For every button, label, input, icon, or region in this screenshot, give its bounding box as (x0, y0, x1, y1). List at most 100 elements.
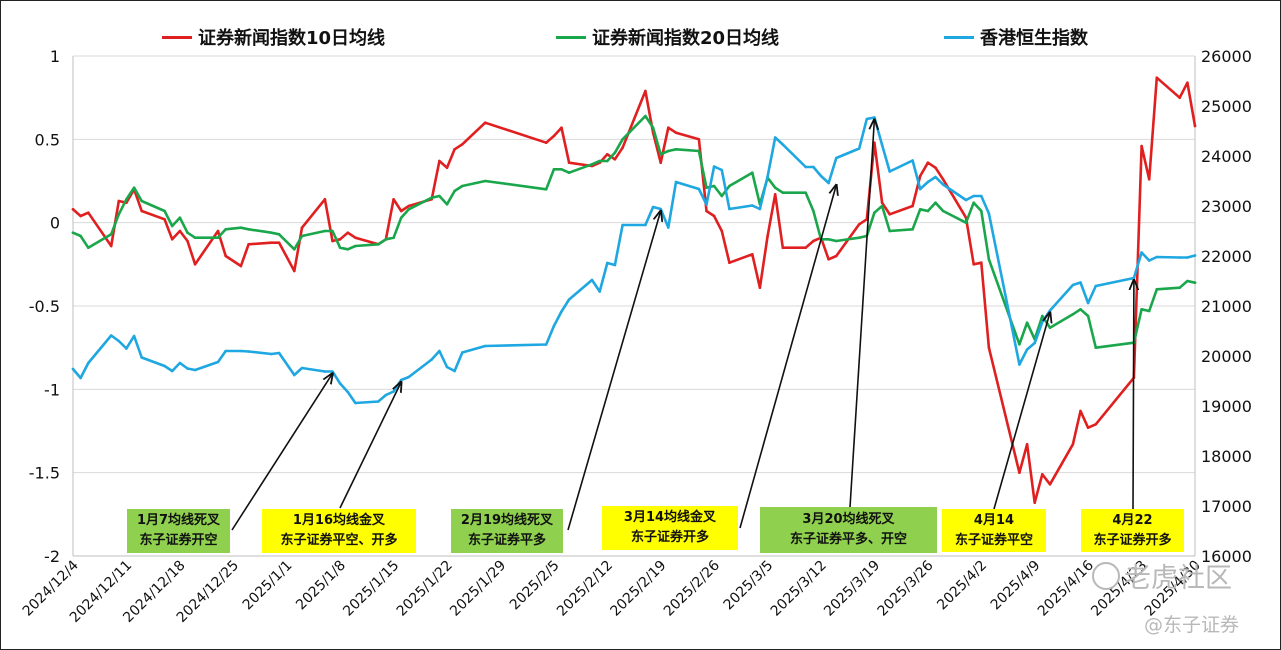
annotation-line2: 东子证券开多 (1093, 532, 1172, 548)
series-1-point (445, 203, 449, 206)
series-2-point (438, 349, 441, 353)
series-2-point (1094, 284, 1098, 288)
series-0-point (331, 239, 334, 243)
series-1-point (926, 209, 930, 213)
series-2-point (812, 165, 815, 169)
series-0-point (720, 229, 724, 233)
series-0-point (857, 223, 861, 226)
series-2-point (544, 343, 548, 346)
series-2-point (918, 187, 922, 191)
series-1-point (186, 231, 189, 234)
series-1-point (918, 208, 922, 211)
series-2-point (911, 159, 914, 162)
series-0-point (193, 263, 197, 266)
series-2-point (461, 351, 464, 354)
series-1-point (170, 224, 174, 228)
series-2-point (590, 278, 594, 282)
series-0-point (674, 131, 678, 134)
series-0-point (109, 244, 113, 248)
annotation-box: 2月19均线死叉 东子证券平多 (451, 509, 563, 553)
series-1-point (712, 184, 716, 188)
series-0-point (1086, 426, 1090, 430)
series-0-point (758, 286, 762, 290)
annotation-arrow (231, 374, 333, 531)
series-0-point (1094, 423, 1098, 426)
series-0-point (781, 246, 785, 249)
y-left-tick-label: 0.5 (35, 130, 60, 149)
tiger-logo-icon (1092, 562, 1120, 590)
series-0-point (216, 229, 220, 233)
series-0-point (812, 239, 815, 243)
series-2-point (1155, 255, 1159, 259)
series-1-point (346, 248, 350, 251)
x-tick-label: 2025/2/5 (507, 558, 563, 614)
series-0-point (1018, 471, 1021, 475)
x-tick-label: 2025/3/26 (875, 557, 937, 619)
series-2-point (613, 263, 617, 267)
annotation-line1: 4月14 (973, 512, 1015, 528)
series-2-point (857, 147, 861, 150)
x-tick-label: 2025/4/2 (934, 558, 990, 614)
series-2-point (1048, 309, 1052, 312)
annotation-box: 3月14均线金叉 东子证券开多 (602, 506, 738, 550)
series-1-point (980, 209, 983, 213)
series-0-point (1025, 443, 1029, 446)
series-0-point (300, 226, 304, 229)
x-tick-label: 2025/2/26 (661, 557, 723, 619)
series-2-point (331, 370, 334, 373)
x-tick-label: 2025/1/22 (394, 558, 456, 620)
series-1-point (87, 246, 90, 249)
series-2-point (667, 226, 670, 229)
x-tick-label: 2025/1/29 (447, 558, 509, 620)
series-2-point (239, 349, 243, 353)
x-tick-label: 2025/2/19 (607, 558, 669, 620)
series-0-point (270, 241, 273, 244)
annotation-arrow (849, 120, 874, 508)
series-0-point (117, 199, 121, 203)
y-left-tick-label: 1 (50, 47, 60, 66)
annotation-arrow (993, 313, 1050, 510)
y-left-tick-label: -1.5 (29, 464, 60, 483)
legend-item-ma10: 证券新闻指数10日均线 (162, 24, 385, 50)
series-0-point (621, 146, 624, 149)
series-2-point (835, 156, 838, 160)
series-1-point (453, 189, 456, 193)
series-0-point (1079, 409, 1082, 413)
series-line-0 (71, 76, 1197, 505)
series-1-point (461, 184, 464, 188)
series-2-point (453, 369, 456, 373)
series-1-point (277, 233, 281, 236)
series-1-point (590, 163, 594, 166)
series-0-point (186, 239, 189, 243)
series-0-point (1071, 443, 1075, 446)
series-0-point (1041, 473, 1044, 476)
series-2-point (79, 376, 82, 380)
annotation-line2: 东子证券开多 (630, 530, 709, 545)
series-1-point (79, 234, 82, 238)
series-2-point (873, 116, 876, 119)
series-1-point (941, 209, 945, 213)
series-1-point (934, 201, 937, 204)
series-0-point (941, 178, 945, 181)
series-1-point (1155, 288, 1159, 291)
series-2-point (781, 143, 785, 146)
annotation-line2: 东子证券开空 (139, 533, 218, 548)
series-0-point (1147, 178, 1151, 181)
series-2-point (1086, 301, 1090, 305)
series-1-point (354, 244, 357, 248)
y-right-tick-label: 25000 (1201, 97, 1252, 116)
series-0-point (79, 214, 82, 218)
series-0-point (705, 209, 708, 213)
annotation-line1: 3月14均线金叉 (623, 510, 717, 525)
series-1-point (560, 168, 563, 171)
series-2-point (758, 207, 762, 211)
watermark-source: @东子证券 (1144, 614, 1240, 636)
legend-label-hsi: 香港恒生指数 (980, 28, 1088, 49)
y-right-tick-label: 23000 (1201, 197, 1252, 216)
annotation-line1: 3月20均线死叉 (802, 512, 895, 527)
annotation-line2: 东子证券平空、开多 (280, 533, 398, 548)
series-1-point (720, 194, 724, 198)
series-0-point (71, 208, 75, 211)
series-1-point (659, 153, 662, 156)
series-2-point (407, 375, 411, 379)
